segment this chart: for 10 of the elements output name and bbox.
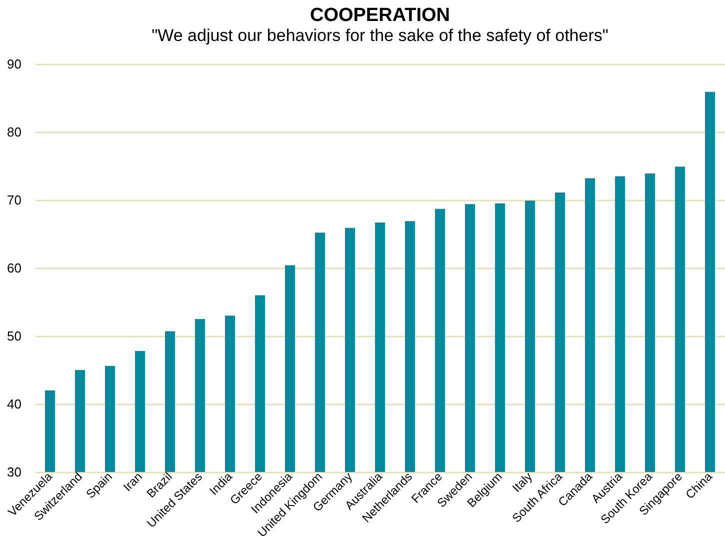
x-tick-label: Iran [120,470,145,494]
chart-subtitle: "We adjust our behaviors for the sake of the safety of others" [152,26,608,45]
y-tick-label: 60 [7,260,22,276]
y-tick-label: 90 [7,56,22,72]
y-tick-label: 40 [7,396,22,412]
chart-title: COOPERATION [310,5,450,26]
y-tick-label: 50 [7,328,22,344]
x-tick-label: Italy [509,470,535,496]
y-tick-label: 80 [7,124,22,140]
y-tick-label: 70 [7,192,22,208]
